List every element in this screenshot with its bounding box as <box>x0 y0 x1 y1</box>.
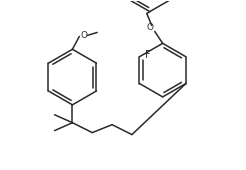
Text: O: O <box>81 31 88 40</box>
Text: F: F <box>145 50 150 60</box>
Text: O: O <box>146 23 153 32</box>
